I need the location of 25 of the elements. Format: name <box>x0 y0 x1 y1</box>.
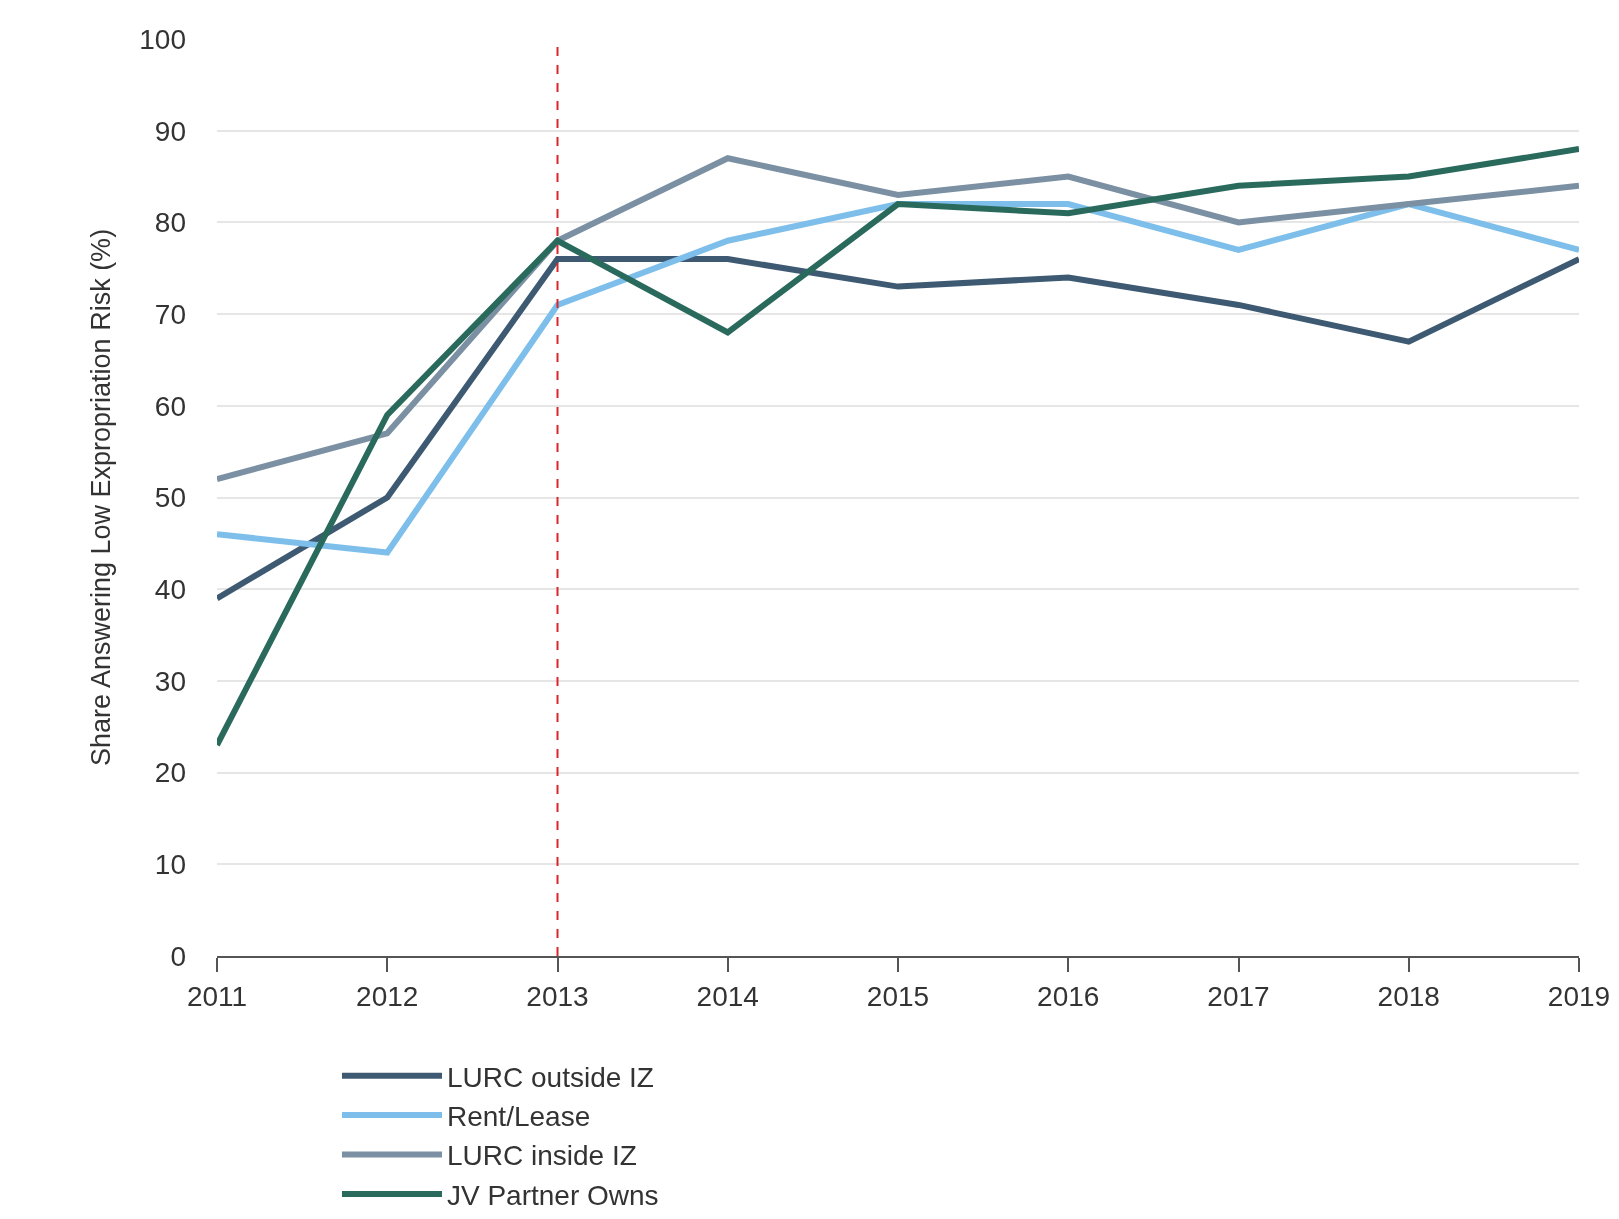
y-tick-label: 50 <box>154 482 186 514</box>
y-tick-label: 100 <box>139 23 186 55</box>
x-tick-label: 2013 <box>526 980 589 1012</box>
x-tick-label: 2018 <box>1377 980 1440 1012</box>
y-axis-title: Share Answering Low Expropriation Risk (%) <box>86 228 117 767</box>
y-tick-label: 60 <box>154 390 186 422</box>
y-tick-label: 80 <box>154 207 186 239</box>
legend-label: Rent/Lease <box>446 1101 591 1133</box>
y-tick-label: 10 <box>154 849 186 881</box>
x-tick-label: 2019 <box>1547 980 1611 1012</box>
y-tick-label: 70 <box>154 298 186 330</box>
y-tick-label: 20 <box>154 757 186 789</box>
legend-label: JV Partner Owns <box>446 1179 659 1211</box>
x-tick-label: 2017 <box>1207 980 1270 1012</box>
y-tick-label: 0 <box>170 940 186 972</box>
x-tick-label: 2011 <box>186 980 248 1012</box>
y-tick-label: 30 <box>154 665 186 697</box>
legend-label: LURC outside IZ <box>446 1061 654 1093</box>
x-tick-label: 2012 <box>356 980 419 1012</box>
x-tick-label: 2015 <box>866 980 930 1012</box>
x-tick-label: 2016 <box>1037 980 1100 1012</box>
y-tick-label: 40 <box>154 574 186 605</box>
x-tick-label: 2014 <box>696 980 759 1012</box>
legend-label: LURC inside IZ <box>446 1140 637 1172</box>
y-tick-label: 90 <box>154 115 186 147</box>
